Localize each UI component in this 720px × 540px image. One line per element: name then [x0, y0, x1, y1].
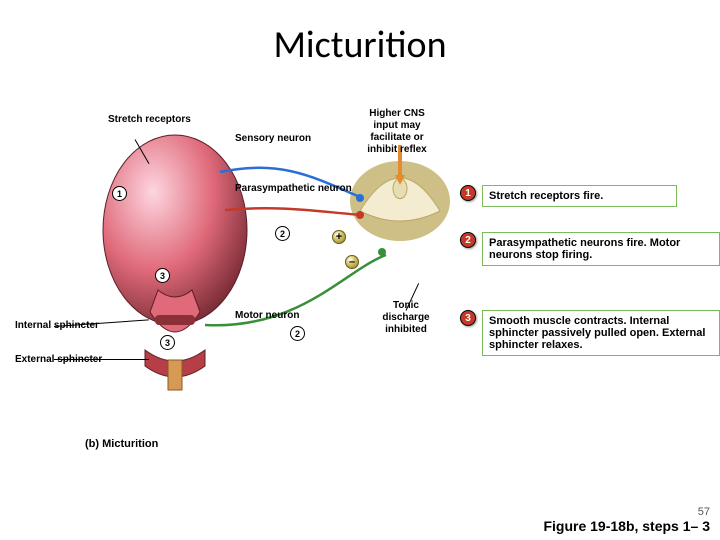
legend-text-2: Parasympathetic neurons fire. Motor neur… [482, 232, 720, 266]
leader-line [54, 359, 149, 360]
diagram-caption: (b) Micturition [85, 438, 158, 450]
plus-node: + [332, 230, 346, 244]
legend-circle-2: 2 [460, 232, 476, 248]
legend-text-3: Smooth muscle contracts. Internal sphinc… [482, 310, 720, 356]
step-marker-3: 3 [160, 335, 175, 350]
step-marker-3: 3 [155, 268, 170, 283]
step-marker-2: 2 [290, 326, 305, 341]
label-higher-cns: Higher CNS input may facilitate or inhib… [362, 108, 432, 156]
label-parasympathetic: Parasympathetic neuron [235, 183, 352, 195]
label-external-sphincter: External sphincter [15, 354, 102, 366]
legend-step-1: 1 Stretch receptors fire. [460, 185, 677, 207]
label-stretch-receptors: Stretch receptors [108, 114, 191, 126]
label-sensory-neuron: Sensory neuron [235, 133, 311, 145]
legend-circle-3: 3 [460, 310, 476, 326]
figure-reference: Figure 19-18b, steps 1– 3 [543, 518, 710, 534]
minus-node: – [345, 255, 359, 269]
step-marker-2: 2 [275, 226, 290, 241]
legend-text-1: Stretch receptors fire. [482, 185, 677, 207]
slide-number: 57 [698, 506, 710, 518]
legend-step-3: 3 Smooth muscle contracts. Internal sphin… [460, 310, 720, 356]
legend-step-2: 2 Parasympathetic neurons fire. Motor neu… [460, 232, 720, 266]
legend-circle-1: 1 [460, 185, 476, 201]
label-motor-neuron: Motor neuron [235, 310, 299, 322]
step-marker-1: 1 [112, 186, 127, 201]
label-tonic-discharge: Tonic discharge inhibited [376, 300, 436, 336]
slide: Micturition Stretch receptors Sensory ne… [0, 0, 720, 540]
